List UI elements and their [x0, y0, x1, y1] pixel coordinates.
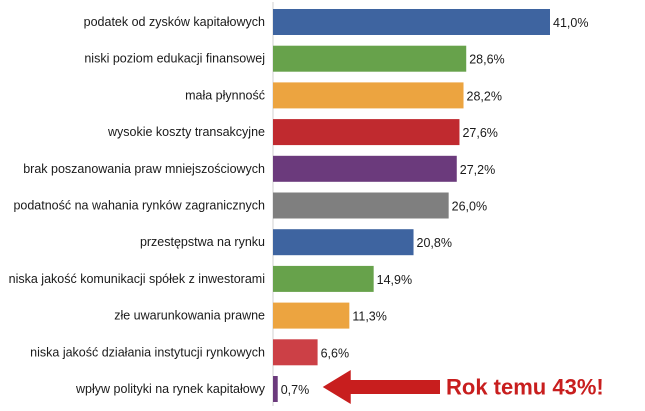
category-label: podatek od zysków kapitałowych — [84, 15, 265, 29]
category-label: niska jakość komunikacji spółek z inwest… — [9, 272, 265, 286]
value-label: 28,2% — [467, 89, 502, 103]
category-label: wysokie koszty transakcyjne — [107, 125, 265, 139]
value-label: 28,6% — [469, 53, 504, 67]
callout-arrow-icon — [322, 370, 440, 404]
bar — [273, 82, 464, 109]
value-label: 41,0% — [553, 16, 588, 30]
bar-row: niska jakość komunikacji spółek z inwest… — [9, 265, 412, 292]
bars-layer: podatek od zysków kapitałowych 41,0% niski… — [9, 9, 588, 402]
bar — [273, 339, 318, 366]
bar-row: wysokie koszty transakcyjne 27,6% — [107, 119, 498, 146]
bar — [273, 265, 374, 292]
value-label: 14,9% — [377, 273, 412, 287]
value-label: 0,7% — [281, 383, 310, 397]
category-label: złe uwarunkowania prawne — [114, 309, 265, 323]
bar-row: mała płynność 28,2% — [185, 82, 502, 109]
bar — [273, 376, 278, 402]
bar-row: niska jakość działania instytucji rynkow… — [30, 339, 350, 366]
bar-row: przestępstwa na rynku 20,8% — [140, 229, 452, 256]
value-label: 27,2% — [460, 163, 495, 177]
bar — [273, 45, 467, 72]
bar — [273, 302, 350, 329]
category-label: podatność na wahania rynków zagranicznyc… — [13, 199, 265, 213]
bar-row: niski poziom edukacji finansowej 28,6% — [84, 45, 505, 72]
bar — [273, 119, 460, 146]
bar — [273, 155, 457, 182]
value-label: 6,6% — [321, 346, 350, 360]
bar — [273, 192, 449, 219]
value-label: 26,0% — [452, 200, 487, 214]
category-label: mała płynność — [185, 88, 265, 102]
category-label: przestępstwa na rynku — [140, 235, 265, 249]
bar-row: złe uwarunkowania prawne 11,3% — [114, 302, 387, 329]
bar — [273, 229, 414, 256]
callout: Rok temu 43%! — [322, 370, 604, 404]
bar-row: brak poszanowania praw mniejszościowych 2… — [23, 155, 495, 182]
category-label: niski poziom edukacji finansowej — [84, 52, 265, 66]
bar — [273, 9, 550, 35]
category-label: niska jakość działania instytucji rynkow… — [30, 345, 265, 359]
category-label: brak poszanowania praw mniejszościowych — [23, 162, 265, 176]
callout-text: Rok temu 43%! — [446, 375, 604, 400]
category-label: wpływ polityki na rynek kapitałowy — [75, 382, 266, 396]
value-label: 20,8% — [417, 236, 452, 250]
value-label: 27,6% — [462, 126, 497, 140]
bar-row: wpływ polityki na rynek kapitałowy 0,7% — [75, 376, 309, 402]
bar-row: podatek od zysków kapitałowych 41,0% — [84, 9, 588, 35]
bar-row: podatność na wahania rynków zagranicznyc… — [13, 192, 487, 219]
value-label: 11,3% — [352, 310, 387, 324]
